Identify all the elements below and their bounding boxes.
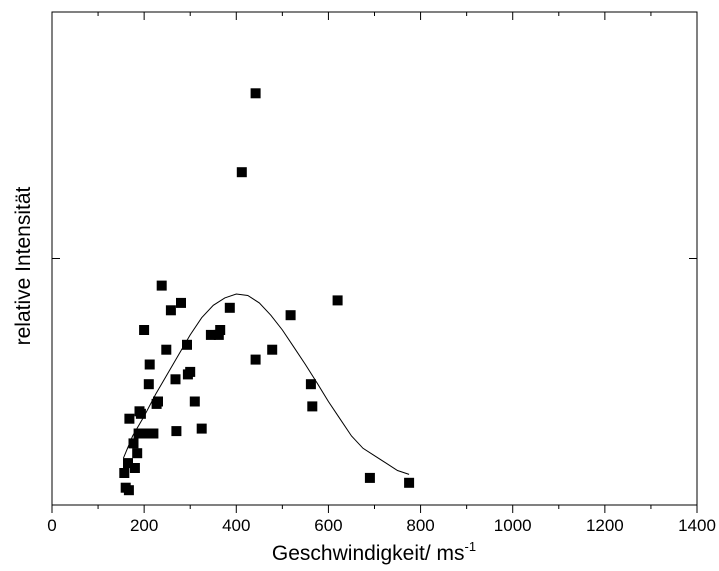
data-point [148,429,158,439]
data-point [139,429,149,439]
x-tick-label: 1400 [678,516,716,535]
data-point [124,485,134,495]
data-point [145,360,155,370]
data-point [365,473,375,483]
data-point [404,478,414,488]
data-point [190,397,200,407]
data-point [171,374,181,384]
data-point [171,426,181,436]
data-point [197,424,207,434]
data-point [136,409,146,419]
data-point [267,345,277,355]
data-point [166,305,176,315]
data-point [225,303,235,313]
y-axis-label: relative Intensität [12,186,35,345]
data-point [333,295,343,305]
x-tick-label: 1000 [494,516,532,535]
data-point [251,88,261,98]
x-tick-label: 200 [130,516,158,535]
x-tick-label: 800 [406,516,434,535]
data-point [306,379,316,389]
data-point [237,167,247,177]
data-point [182,340,192,350]
data-point [129,438,139,448]
data-point [130,463,140,473]
data-point [286,310,296,320]
data-point [176,298,186,308]
data-point [307,401,317,411]
x-tick-label: 400 [222,516,250,535]
x-tick-label: 0 [47,516,56,535]
data-point [161,345,171,355]
data-point [139,325,149,335]
x-tick-label: 1200 [586,516,624,535]
data-point [157,281,167,291]
x-tick-labels: 0 200 400 600 800 1000 1200 1400 [47,516,716,535]
data-point [144,379,154,389]
x-axis-label-superscript: -1 [465,539,477,554]
data-point [251,355,261,365]
data-point [124,414,134,424]
x-axis-label-main: Geschwindigkeit/ ms [272,542,465,565]
data-point [132,448,142,458]
data-point [185,367,195,377]
x-axis-label: Geschwindigkeit/ ms-1 [272,539,476,565]
data-point [119,468,129,478]
x-tick-label: 600 [314,516,342,535]
data-point [215,325,225,335]
data-point [153,397,163,407]
